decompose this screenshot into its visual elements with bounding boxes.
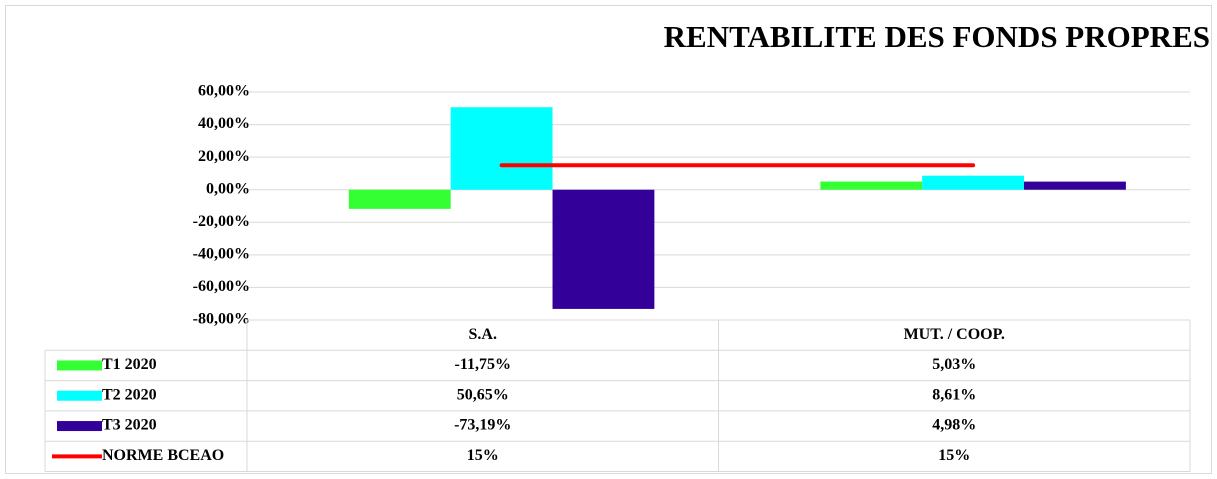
y-tick-label: 20,00%: [198, 148, 250, 165]
data-label: 15%: [467, 447, 499, 464]
x-tick-label: MUT. / COOP.: [904, 326, 1005, 343]
bar: [450, 107, 553, 190]
legend-label: NORME BCEAO: [102, 447, 224, 464]
data-label: -11,75%: [455, 356, 511, 373]
data-label: 50,65%: [457, 386, 509, 403]
data-label: 8,61%: [932, 386, 976, 403]
y-tick-label: -20,00%: [193, 213, 250, 230]
chart-title: RENTABILITE DES FONDS PROPRES: [664, 19, 1210, 54]
bar: [922, 175, 1025, 190]
legend-label: T1 2020: [102, 356, 157, 373]
y-tick-label: 0,00%: [206, 180, 250, 197]
y-tick-label: -80,00%: [193, 311, 250, 328]
x-tick-label: S.A.: [469, 326, 497, 343]
data-label: -73,19%: [454, 417, 511, 434]
bar: [348, 189, 451, 209]
legend-label: T3 2020: [102, 417, 157, 434]
y-tick-label: 60,00%: [198, 83, 250, 100]
data-label: 15%: [938, 447, 970, 464]
legend-key: [57, 421, 102, 432]
bar: [820, 181, 923, 190]
legend-key: [57, 360, 102, 371]
bar: [552, 189, 655, 309]
data-label: 4,98%: [932, 417, 976, 434]
y-tick-label: -60,00%: [193, 278, 250, 295]
bar: [1024, 181, 1126, 190]
data-label: 5,03%: [932, 356, 976, 373]
legend-label: T2 2020: [102, 386, 157, 403]
y-tick-label: 40,00%: [198, 115, 250, 132]
legend-key: [57, 390, 102, 401]
y-tick-label: -40,00%: [193, 246, 250, 263]
